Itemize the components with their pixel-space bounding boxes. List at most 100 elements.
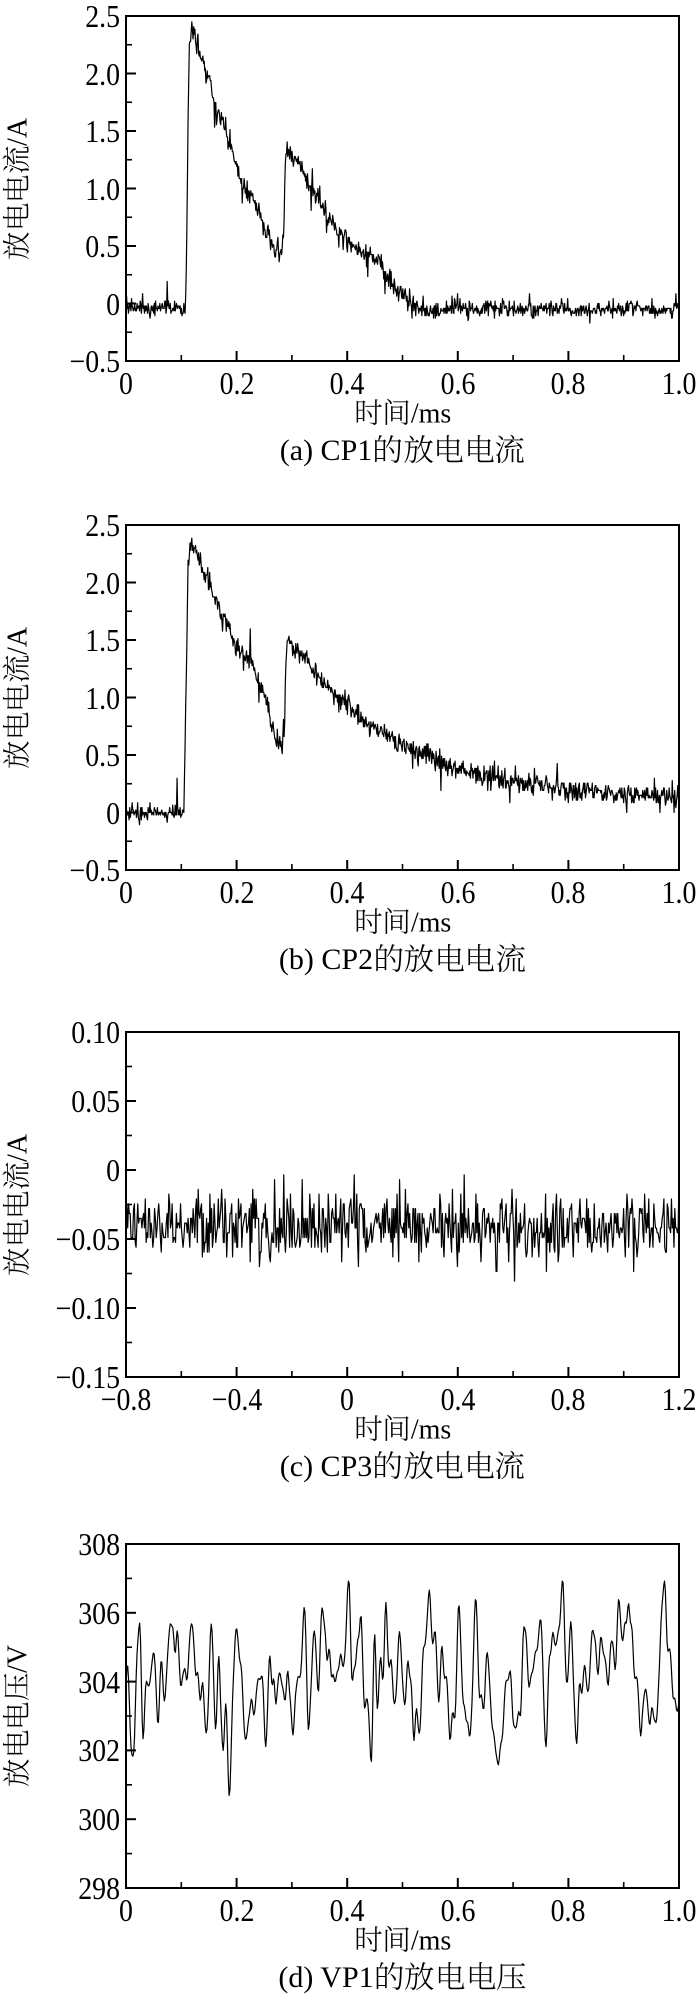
cjk-glyph (405, 1962, 434, 1991)
y-tick-label: 306 (78, 1594, 120, 1631)
caption-c: (c) CP3 (280, 1450, 525, 1482)
y-tick-label: −0.15 (55, 1359, 120, 1395)
cjk-glyph (437, 1451, 463, 1479)
y-tick-label: 1.0 (85, 679, 120, 716)
y-tick-label: 2.0 (85, 55, 120, 92)
plot-frame-a (125, 15, 680, 362)
plot-frame-c (125, 1031, 680, 1378)
cjk-glyph (468, 435, 494, 463)
x-tick-label: 0.6 (440, 874, 476, 910)
y-tick-label: 0.10 (71, 1014, 120, 1050)
x-tick-label: 0 (340, 1381, 355, 1417)
cjk-glyph (2, 203, 29, 228)
trace-d (125, 1580, 680, 1797)
cjk-glyph (2, 174, 29, 199)
text-run: (c) CP3 (279, 1450, 373, 1484)
cjk-glyph (496, 434, 525, 464)
x-tick-label: 0.4 (440, 1381, 476, 1417)
trace-b (125, 537, 680, 826)
y-axis-title-a: /A (2, 117, 33, 259)
cjk-glyph (2, 231, 29, 259)
plot-area-c (125, 1031, 680, 1378)
text-run: /A (2, 1133, 34, 1162)
cjk-glyph (496, 1450, 525, 1480)
cjk-glyph (2, 655, 30, 682)
cjk-glyph (468, 944, 495, 972)
y-tick-label: 0 (106, 285, 120, 322)
plot-frame-b (125, 524, 680, 871)
cjk-glyph (356, 399, 382, 425)
text-run: /A (2, 626, 34, 655)
cjk-glyph (375, 944, 403, 972)
y-tick-label: −0.10 (55, 1290, 120, 1326)
cjk-glyph (2, 146, 30, 173)
cjk-glyph (437, 435, 463, 463)
ticks-a (125, 15, 680, 362)
cjk-glyph (468, 1451, 494, 1479)
x-axis-title-d: /ms (354, 1925, 451, 1956)
y-axis-title-c: /A (2, 1133, 33, 1275)
caption-a: (a) CP1 (280, 434, 525, 466)
cjk-glyph (375, 1451, 402, 1479)
x-tick-label: 0 (119, 365, 133, 401)
x-tick-label: 0.4 (329, 874, 365, 910)
y-tick-label: 0.5 (85, 228, 120, 264)
cjk-glyph (404, 435, 433, 464)
x-tick-label: 0.2 (219, 1892, 254, 1928)
x-tick-label: 0.8 (550, 874, 586, 910)
cjk-glyph (497, 1963, 526, 1991)
text-run: /ms (410, 1414, 452, 1446)
x-tick-label: 1.0 (661, 365, 697, 401)
cjk-glyph (385, 907, 409, 934)
plot-frame-d (125, 1543, 680, 1889)
cjk-glyph (496, 943, 526, 973)
y-tick-label: 2.0 (85, 564, 120, 601)
x-tick-label: 0.6 (440, 365, 476, 401)
x-tick-label: 1.2 (661, 1381, 697, 1417)
y-tick-label: −0.5 (69, 343, 120, 379)
caption-b: (b) CP2 (279, 943, 526, 975)
cjk-glyph (469, 1962, 495, 1990)
ticks-c (125, 1031, 680, 1378)
y-tick-label: −0.05 (55, 1221, 120, 1257)
y-tick-label: 308 (78, 1526, 120, 1562)
x-tick-label: 0 (119, 1892, 133, 1928)
text-run: /ms (410, 907, 452, 939)
cjk-glyph (385, 398, 409, 425)
y-tick-label: 1.5 (85, 622, 120, 658)
y-tick-label: 302 (78, 1732, 120, 1769)
cjk-glyph (2, 712, 29, 737)
cjk-glyph (2, 1190, 29, 1215)
x-tick-label: 0.6 (440, 1892, 476, 1928)
cjk-glyph (2, 1162, 30, 1189)
cjk-glyph (404, 1451, 433, 1480)
x-tick-label: 1.0 (661, 874, 697, 910)
cjk-glyph (438, 1962, 465, 1990)
x-tick-label: 1.0 (661, 1892, 697, 1928)
y-tick-label: 0 (106, 794, 120, 831)
plot-area-b (125, 524, 680, 871)
y-tick-label: 2.5 (85, 0, 120, 34)
ticks-d (125, 1543, 680, 1889)
cjk-glyph (2, 1730, 29, 1755)
cjk-glyph (385, 1925, 409, 1952)
y-axis-title-d: /V (2, 1645, 33, 1787)
y-tick-label: 0.5 (85, 737, 120, 773)
cjk-glyph (2, 1759, 29, 1786)
text-run: /ms (410, 398, 452, 430)
trace-c (125, 1174, 680, 1282)
x-tick-label: −0.8 (100, 1381, 152, 1417)
cjk-glyph (2, 1219, 29, 1244)
cjk-glyph (356, 908, 382, 934)
cjk-glyph (385, 1414, 409, 1441)
cjk-glyph (356, 1926, 382, 1952)
y-tick-label: 0.05 (71, 1083, 120, 1119)
y-tick-label: 2.5 (85, 507, 120, 543)
trace-a (125, 21, 680, 324)
plot-area-d (125, 1543, 680, 1889)
x-tick-label: 0 (119, 874, 133, 910)
x-tick-label: 0.8 (550, 365, 586, 401)
x-axis-title-b: /ms (354, 907, 452, 939)
x-tick-label: 0.8 (550, 1381, 586, 1417)
